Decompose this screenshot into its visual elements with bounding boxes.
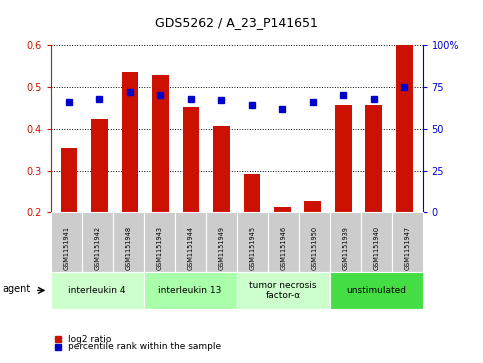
Text: GSM1151939: GSM1151939 — [342, 227, 348, 270]
Bar — [304, 201, 321, 212]
Bar — [366, 105, 382, 212]
Bar — [91, 119, 108, 212]
Text: GSM1151943: GSM1151943 — [156, 227, 162, 270]
Text: GDS5262 / A_23_P141651: GDS5262 / A_23_P141651 — [155, 16, 318, 29]
Bar — [396, 45, 412, 212]
Text: unstimulated: unstimulated — [346, 286, 406, 295]
Text: GSM1151946: GSM1151946 — [280, 226, 286, 270]
Text: percentile rank within the sample: percentile rank within the sample — [68, 342, 221, 351]
Text: GSM1151940: GSM1151940 — [373, 226, 379, 270]
Text: log2 ratio: log2 ratio — [68, 335, 111, 344]
Text: GSM1151944: GSM1151944 — [187, 226, 193, 270]
Text: GSM1151945: GSM1151945 — [249, 226, 255, 270]
Bar — [274, 207, 291, 212]
Text: interleukin 13: interleukin 13 — [158, 286, 222, 295]
Bar — [243, 174, 260, 212]
Text: GSM1151947: GSM1151947 — [404, 226, 410, 270]
Text: interleukin 4: interleukin 4 — [69, 286, 126, 295]
Bar — [61, 148, 77, 212]
Bar — [335, 105, 352, 212]
Text: GSM1151948: GSM1151948 — [125, 226, 131, 270]
Bar — [213, 126, 230, 212]
Bar — [183, 107, 199, 212]
Text: tumor necrosis
factor-α: tumor necrosis factor-α — [249, 281, 317, 300]
Text: GSM1151949: GSM1151949 — [218, 227, 224, 270]
Text: GSM1151942: GSM1151942 — [94, 226, 100, 270]
Bar — [152, 76, 169, 212]
Bar — [122, 72, 138, 212]
Text: GSM1151941: GSM1151941 — [63, 227, 69, 270]
Text: agent: agent — [2, 284, 30, 294]
Text: GSM1151950: GSM1151950 — [311, 226, 317, 270]
